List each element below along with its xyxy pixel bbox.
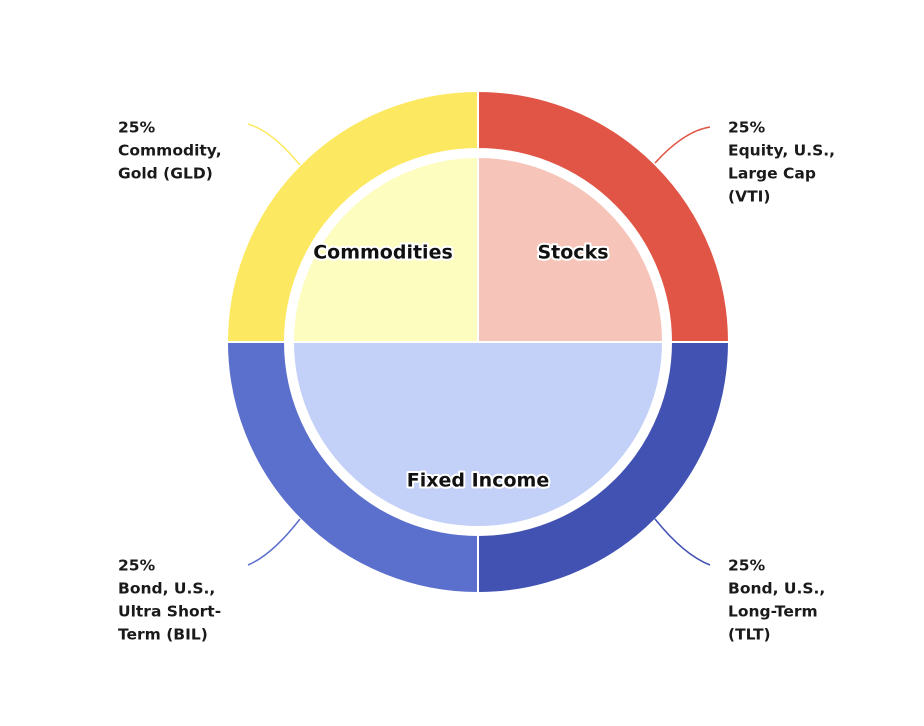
outer-label-text: Bond, U.S., bbox=[728, 580, 825, 598]
outer-label-text: Bond, U.S., bbox=[118, 580, 215, 598]
leader-line-bond-u-s-long-term-tlt bbox=[654, 518, 711, 566]
inner-labels: Stocks Fixed Income Commodities bbox=[311, 240, 610, 494]
outer-label-commodity-gold-gld: 25% Commodity, Gold (GLD) bbox=[118, 119, 222, 183]
outer-label-bond-u-s-long-term-tlt: 25% Bond, U.S., Long-Term (TLT) bbox=[728, 557, 825, 644]
outer-label-text: Equity, U.S., bbox=[728, 142, 835, 160]
leader-lines bbox=[247, 123, 711, 566]
outer-label-percent: 25% bbox=[728, 557, 766, 575]
inner-slice-stocks bbox=[477, 155, 665, 343]
outer-label-percent: 25% bbox=[118, 557, 156, 575]
outer-label-text: Ultra Short- bbox=[118, 603, 221, 621]
outer-label-bond-u-s-ultra-short-term-bil: 25% Bond, U.S., Ultra Short- Term (BIL) bbox=[118, 557, 221, 644]
inner-ring bbox=[291, 155, 665, 528]
outer-label-text: Gold (GLD) bbox=[118, 165, 213, 183]
outer-label-text: Long-Term bbox=[728, 603, 818, 621]
outer-label-text: Term (BIL) bbox=[118, 626, 208, 644]
inner-label-stocks: Stocks bbox=[537, 242, 608, 264]
outer-label-percent: 25% bbox=[728, 119, 766, 137]
outer-label-percent: 25% bbox=[118, 119, 156, 137]
outer-label-text: Commodity, bbox=[118, 142, 222, 160]
outer-labels: 25% Equity, U.S., Large Cap (VTI) 25% Bond, U… bbox=[118, 119, 835, 644]
inner-label-commodities: Commodities bbox=[313, 242, 453, 264]
inner-label-fixed-income: Fixed Income bbox=[407, 470, 549, 492]
leader-line-equity-u-s-large-cap-vti bbox=[654, 126, 711, 164]
outer-label-text: Large Cap bbox=[728, 165, 816, 183]
outer-label-text: (VTI) bbox=[728, 188, 771, 206]
inner-slice-commodities bbox=[291, 155, 479, 343]
outer-label-text: (TLT) bbox=[728, 626, 771, 644]
leader-line-bond-u-s-ultra-short-term-bil bbox=[247, 518, 301, 566]
outer-label-equity-u-s-large-cap-vti: 25% Equity, U.S., Large Cap (VTI) bbox=[728, 119, 835, 206]
inner-slice-fixed-income bbox=[291, 341, 665, 528]
leader-line-commodity-gold-gld bbox=[247, 123, 301, 166]
